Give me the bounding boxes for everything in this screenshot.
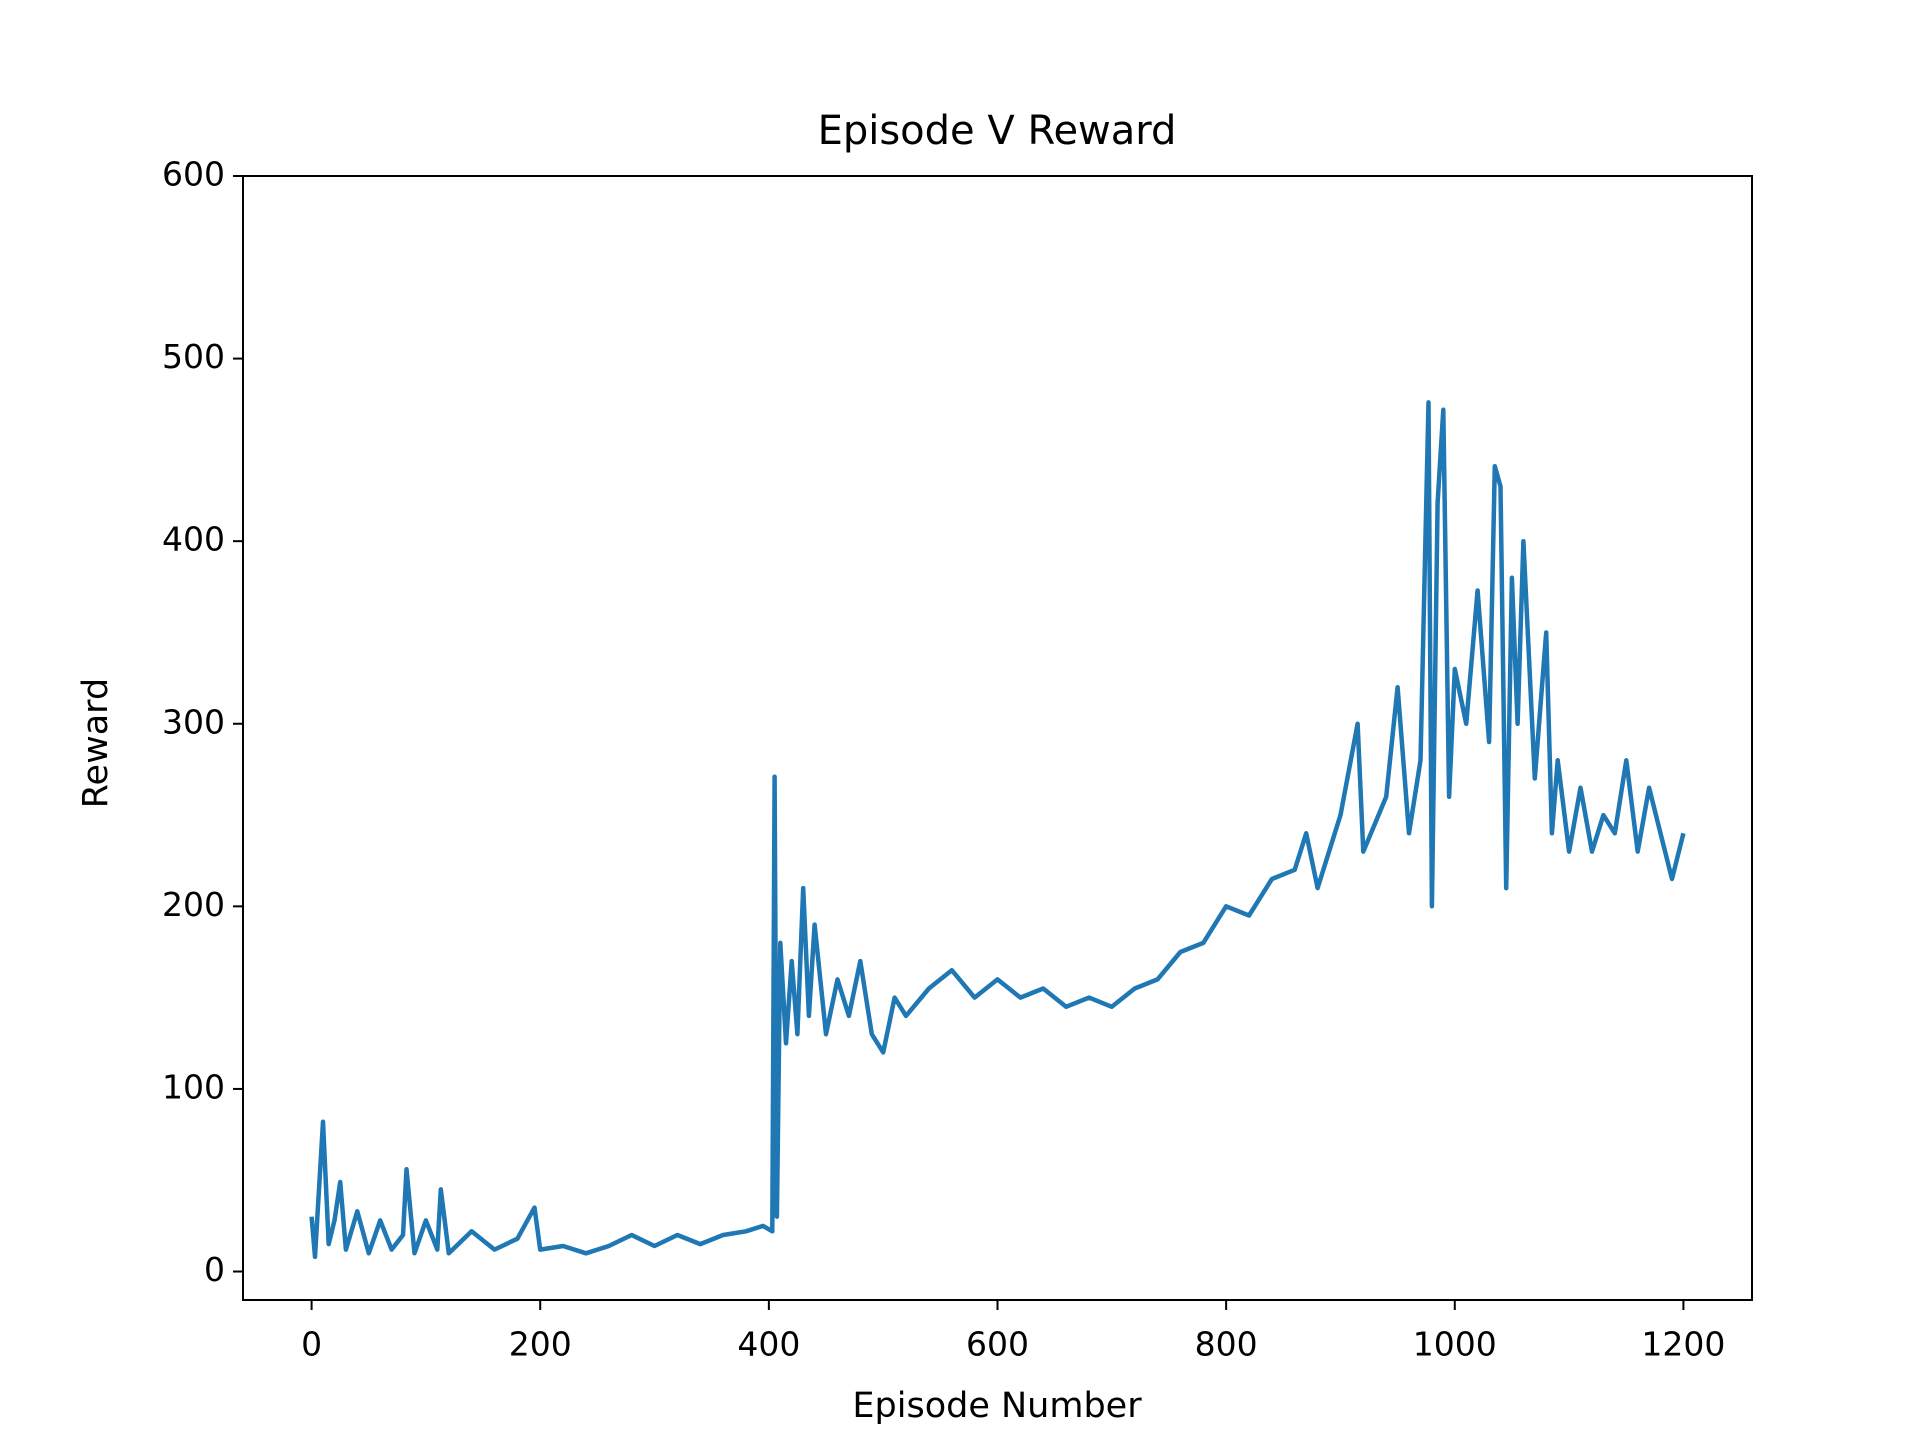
y-axis-label: Reward (76, 678, 116, 808)
x-tick-label: 600 (966, 1325, 1029, 1364)
x-tick-label: 1200 (1641, 1325, 1725, 1364)
x-tick-label: 800 (1195, 1325, 1258, 1364)
y-tick-label: 500 (162, 337, 225, 376)
y-tick-label: 0 (204, 1250, 225, 1289)
x-tick-label: 200 (509, 1325, 572, 1364)
y-tick-label: 300 (162, 702, 225, 741)
plot-frame (242, 175, 1753, 1301)
y-tick-label: 600 (162, 155, 225, 194)
y-tick-label: 200 (162, 885, 225, 924)
x-tick-label: 0 (301, 1325, 322, 1364)
x-axis-label: Episode Number (852, 1386, 1142, 1426)
x-tick-label: 1000 (1413, 1325, 1497, 1364)
x-tick-label: 400 (737, 1325, 800, 1364)
y-tick-label: 400 (162, 520, 225, 559)
data-line (309, 400, 1686, 1260)
y-tick-label: 100 (162, 1067, 225, 1106)
chart-title: Episode V Reward (818, 108, 1177, 154)
